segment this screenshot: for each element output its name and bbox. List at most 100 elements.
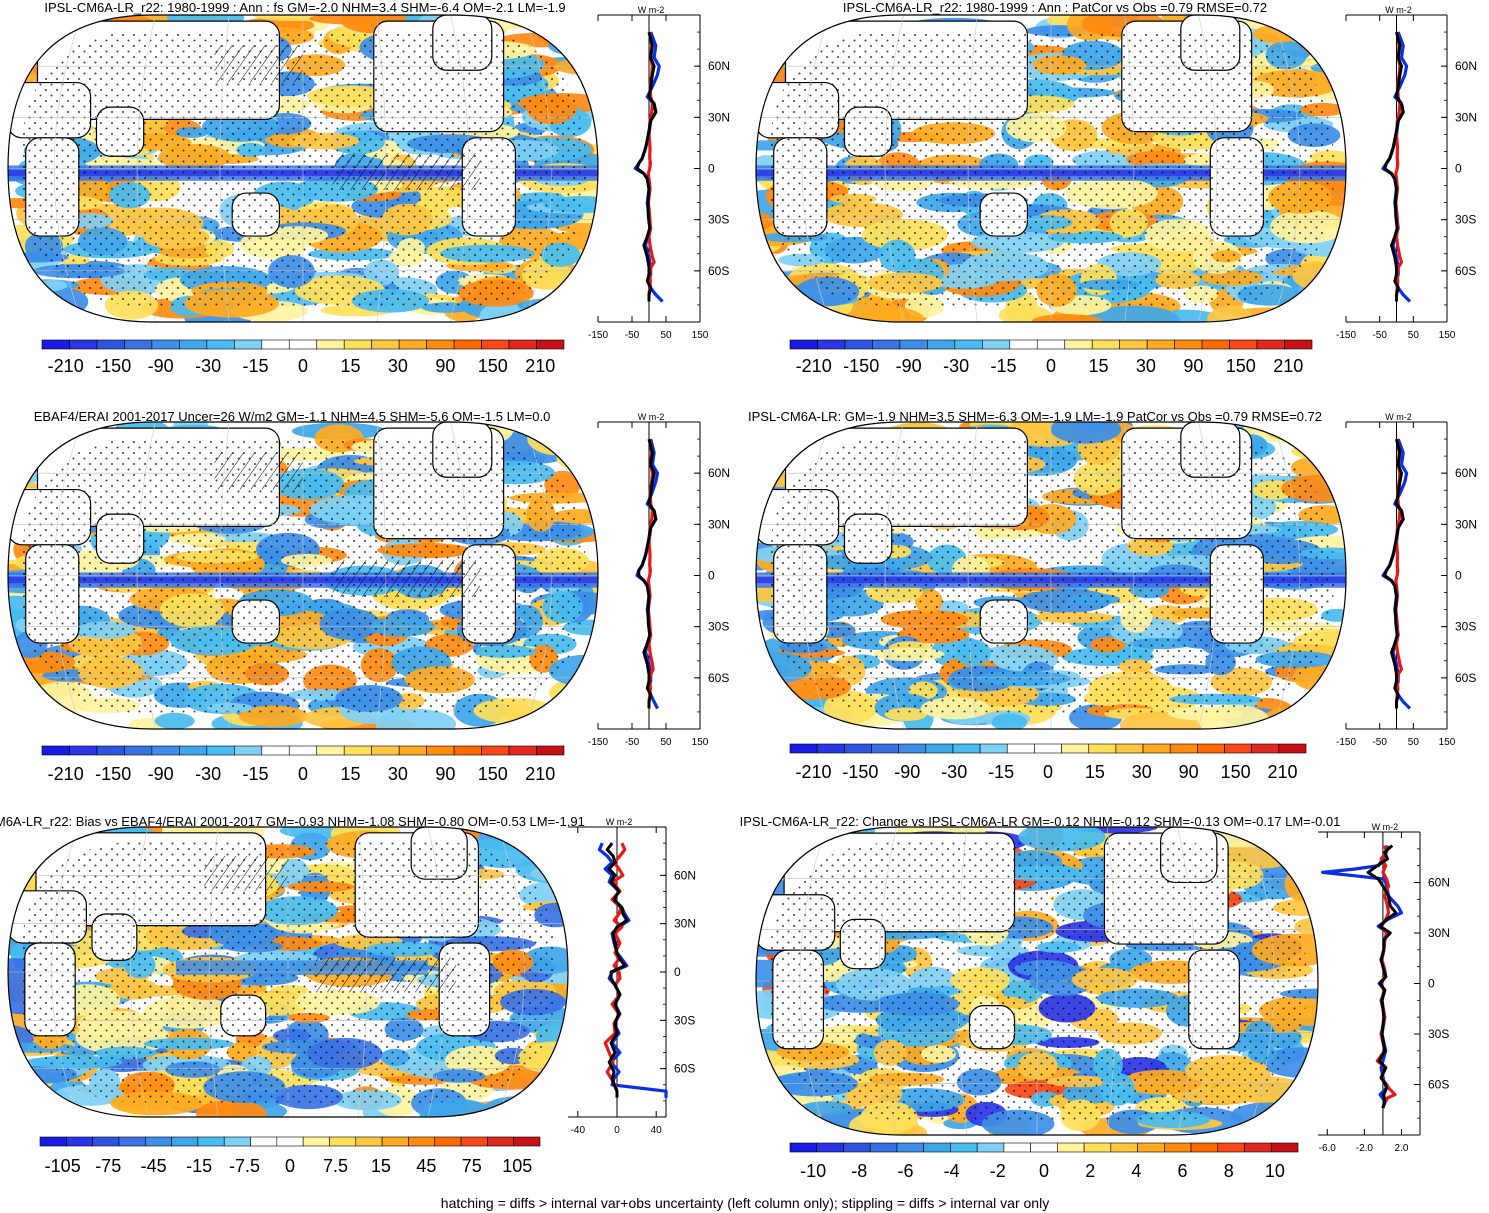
- colorbar-tick-label: 150: [478, 356, 508, 376]
- colorbar-tick-label: -210: [48, 764, 84, 784]
- panel-5: -CM6A-LR_r22: Bias vs EBAF4/ERAI 2001-20…: [0, 814, 696, 1176]
- colorbar-cell: [144, 1136, 172, 1147]
- profile-lat-label: 30N: [1455, 517, 1477, 531]
- colorbar-tick-label: 2: [1085, 1161, 1095, 1181]
- profile-lat-label: 30S: [708, 620, 729, 634]
- colorbar-cell: [1278, 743, 1307, 754]
- colorbar-cell: [460, 1136, 488, 1147]
- colorbar-cell: [151, 339, 180, 350]
- colorbar-cell: [66, 1136, 93, 1147]
- colorbar-cell: [92, 1136, 120, 1147]
- colorbar-cell: [898, 743, 927, 754]
- colorbar-cell: [1064, 339, 1093, 350]
- panel-title: IPSL-CM6A-LR_r22: Change vs IPSL-CM6A-LR…: [740, 814, 1341, 829]
- profile-lat-label: 60S: [708, 671, 729, 685]
- colorbar-cell: [250, 1136, 278, 1147]
- colorbar-cell: [223, 1136, 251, 1147]
- profile-unit: W m-2: [1372, 822, 1399, 832]
- colorbar-cell: [1006, 743, 1035, 754]
- world-map: [8, 422, 598, 729]
- colorbar-cell: [1110, 1142, 1138, 1153]
- profile-lat-label: 60N: [674, 868, 696, 882]
- profile-series-line: [1366, 844, 1398, 1109]
- profile-x-label: -6.0: [1319, 1143, 1337, 1154]
- profile-lat-label: 30S: [674, 1013, 695, 1027]
- profile-lat-label: 30S: [1455, 213, 1476, 227]
- colorbar-tick-label: 90: [1179, 762, 1199, 782]
- world-map: [756, 15, 1346, 322]
- colorbar-cell: [118, 1136, 146, 1147]
- colorbar-tick-label: 90: [1183, 356, 1203, 376]
- colorbar-tick-label: -7.5: [229, 1156, 260, 1176]
- colorbar-cell: [1034, 743, 1062, 754]
- colorbar-tick-label: -8: [851, 1161, 867, 1181]
- colorbar-tick-label: 0: [298, 356, 308, 376]
- profile-lat-label: 60N: [708, 59, 730, 73]
- colorbar-cell: [1284, 339, 1313, 350]
- panel-4: IPSL-CM6A-LR: GM=-1.9 NHM=3.5 SHM=-6.3 O…: [748, 409, 1477, 782]
- colorbar-cell: [96, 339, 125, 350]
- colorbar-tick-label: 15: [340, 356, 360, 376]
- profile-lat-label: 0: [674, 965, 681, 979]
- colorbar-cell: [261, 339, 290, 350]
- colorbar-tick-label: 4: [1131, 1161, 1141, 1181]
- colorbar-tick-label: -2: [990, 1161, 1006, 1181]
- colorbar-cell: [927, 339, 956, 350]
- colorbar-cell: [952, 743, 981, 754]
- profile-lat-label: 60S: [1455, 671, 1476, 685]
- colorbar-tick-label: 210: [1267, 762, 1297, 782]
- profile-lat-label: 0: [708, 162, 715, 176]
- colorbar-cell: [925, 743, 954, 754]
- colorbar-tick-label: 7.5: [323, 1156, 348, 1176]
- colorbar-cell: [1174, 339, 1203, 350]
- colorbar-cell: [871, 743, 899, 754]
- profile-lat-label: 60S: [1428, 1078, 1449, 1092]
- colorbar-tick-label: 75: [462, 1156, 482, 1176]
- panel-2: IPSL-CM6A-LR_r22: 1980-1999 : Ann : PatC…: [755, 0, 1477, 376]
- colorbar-cell: [1088, 743, 1117, 754]
- profile-x-label: -50: [625, 737, 640, 748]
- profile-x-label: 0: [614, 1125, 620, 1136]
- colorbar-tick-label: 30: [1132, 762, 1152, 782]
- colorbar-cell: [1169, 743, 1198, 754]
- colorbar-cell: [371, 339, 400, 350]
- profile-x-label: 150: [1439, 330, 1456, 341]
- colorbar-tick-label: -90: [896, 356, 922, 376]
- profile-unit: W m-2: [638, 412, 665, 422]
- colorbar-cell: [234, 339, 263, 350]
- colorbar-cell: [179, 339, 208, 350]
- colorbar-cell: [197, 1136, 225, 1147]
- colorbar-cell: [1224, 743, 1252, 754]
- colorbar-cell: [69, 339, 98, 350]
- colorbar-cell: [124, 339, 153, 350]
- colorbar-cell: [1137, 1142, 1165, 1153]
- colorbar-cell: [1217, 1142, 1245, 1153]
- profile-lat-label: 30N: [1455, 110, 1477, 124]
- colorbar-cell: [976, 1142, 1005, 1153]
- colorbar-cell: [844, 339, 873, 350]
- colorbar-cell: [982, 339, 1011, 350]
- colorbar-cell: [816, 743, 845, 754]
- colorbar-cell: [426, 339, 455, 350]
- colorbar-cell: [288, 339, 318, 350]
- profile-lat-label: 60S: [674, 1062, 695, 1076]
- profile-lat-label: 0: [1455, 162, 1462, 176]
- colorbar-cell: [923, 1142, 951, 1153]
- colorbar-cell: [1119, 339, 1148, 350]
- profile-lat-label: 60S: [1455, 264, 1476, 278]
- colorbar-cell: [816, 1142, 844, 1153]
- profile-lat-label: 30N: [708, 110, 730, 124]
- profile-lat-label: 30S: [708, 213, 729, 227]
- colorbar-tick-label: 0: [298, 764, 308, 784]
- colorbar-tick-label: -150: [95, 764, 131, 784]
- colorbar-tick-label: 10: [1265, 1161, 1285, 1181]
- colorbar-cell: [206, 745, 235, 756]
- profile-lat-label: 60N: [708, 466, 730, 480]
- profile-unit: W m-2: [1385, 412, 1412, 422]
- colorbar-tick-label: 45: [416, 1156, 436, 1176]
- colorbar-cell: [408, 1136, 436, 1147]
- colorbar-cell: [1146, 339, 1175, 350]
- colorbar-cell: [206, 339, 235, 350]
- colorbar-cell: [869, 1142, 898, 1153]
